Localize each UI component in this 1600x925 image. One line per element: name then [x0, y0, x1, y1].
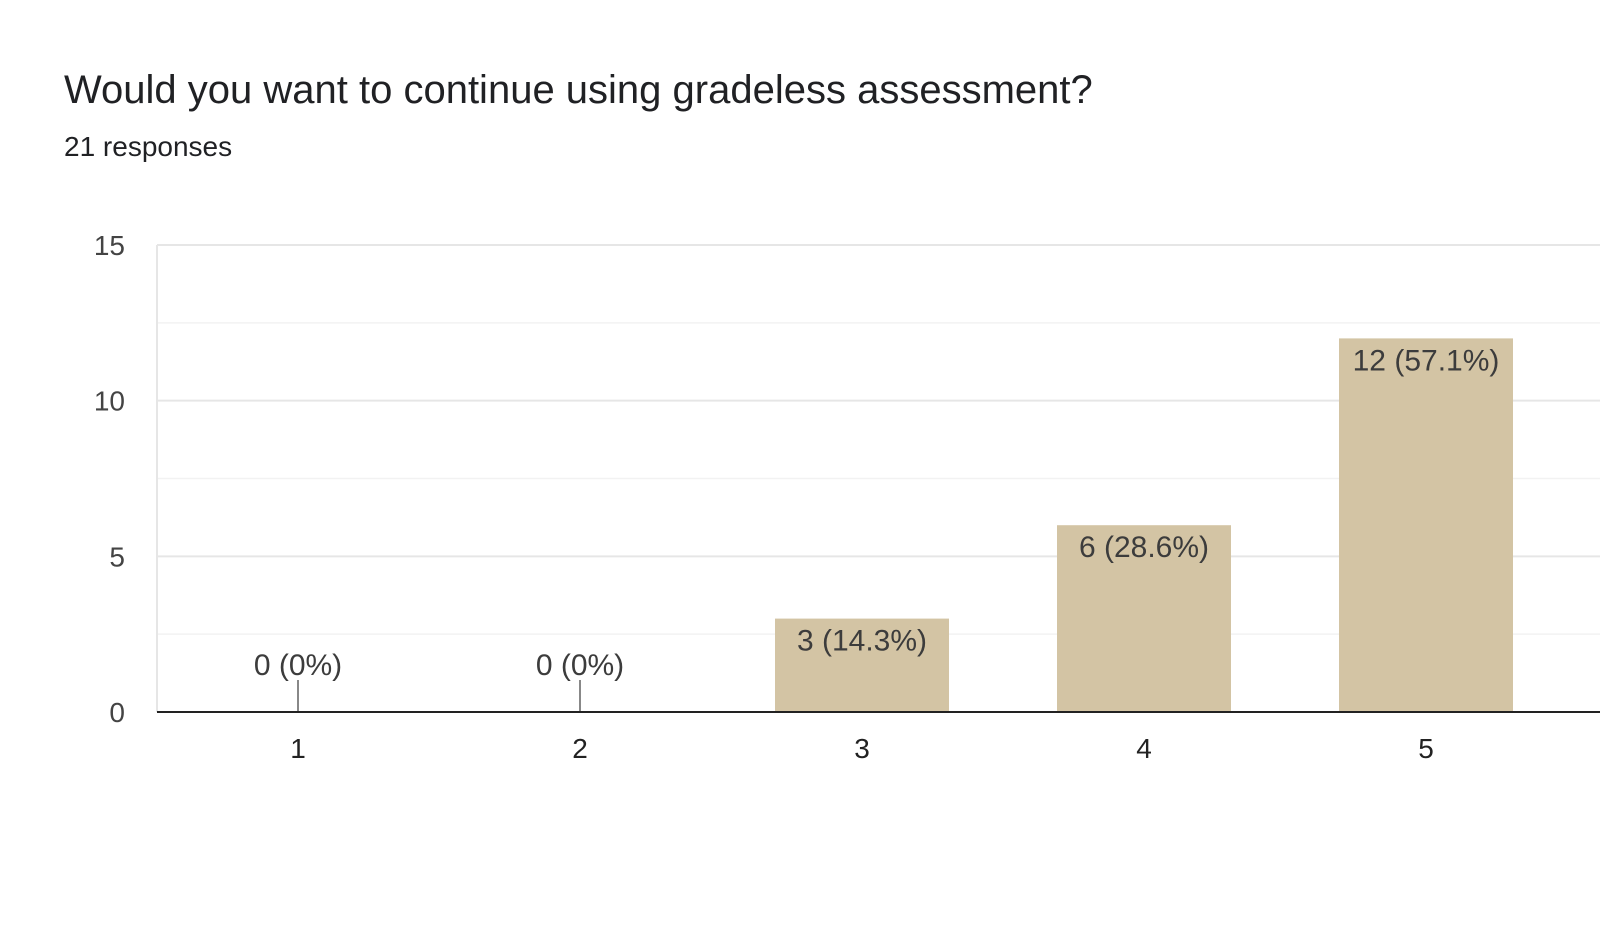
- y-axis-ticks: 0 5 10 15: [94, 230, 125, 728]
- data-label-5: 12 (57.1%): [1353, 344, 1500, 377]
- bar-3[interactable]: [775, 618, 949, 712]
- data-label-3: 3 (14.3%): [797, 625, 927, 658]
- y-tick-label: 15: [94, 230, 125, 261]
- y-tick-label: 5: [109, 541, 125, 572]
- data-label-2: 0 (0%): [536, 649, 624, 682]
- bar-4[interactable]: [1057, 525, 1231, 712]
- bars: [297, 338, 1513, 712]
- x-tick-label-1: 1: [290, 733, 306, 764]
- data-label-1: 0 (0%): [254, 649, 342, 682]
- x-tick-label-2: 2: [572, 733, 588, 764]
- x-tick-label-4: 4: [1136, 733, 1152, 764]
- chart-title: Would you want to continue using gradele…: [64, 68, 1093, 112]
- x-axis-ticks: 1 2 3 4 5: [290, 733, 1434, 764]
- data-label-4: 6 (28.6%): [1079, 531, 1209, 564]
- data-labels: 0 (0%) 0 (0%) 3 (14.3%) 6 (28.6%) 12 (57.1%): [254, 344, 1500, 682]
- response-count: 21 responses: [64, 131, 233, 162]
- x-tick-label-3: 3: [854, 733, 870, 764]
- x-tick-label-5: 5: [1418, 733, 1434, 764]
- bar-5[interactable]: [1339, 338, 1513, 712]
- y-tick-label: 0: [109, 697, 125, 728]
- y-tick-label: 10: [94, 386, 125, 417]
